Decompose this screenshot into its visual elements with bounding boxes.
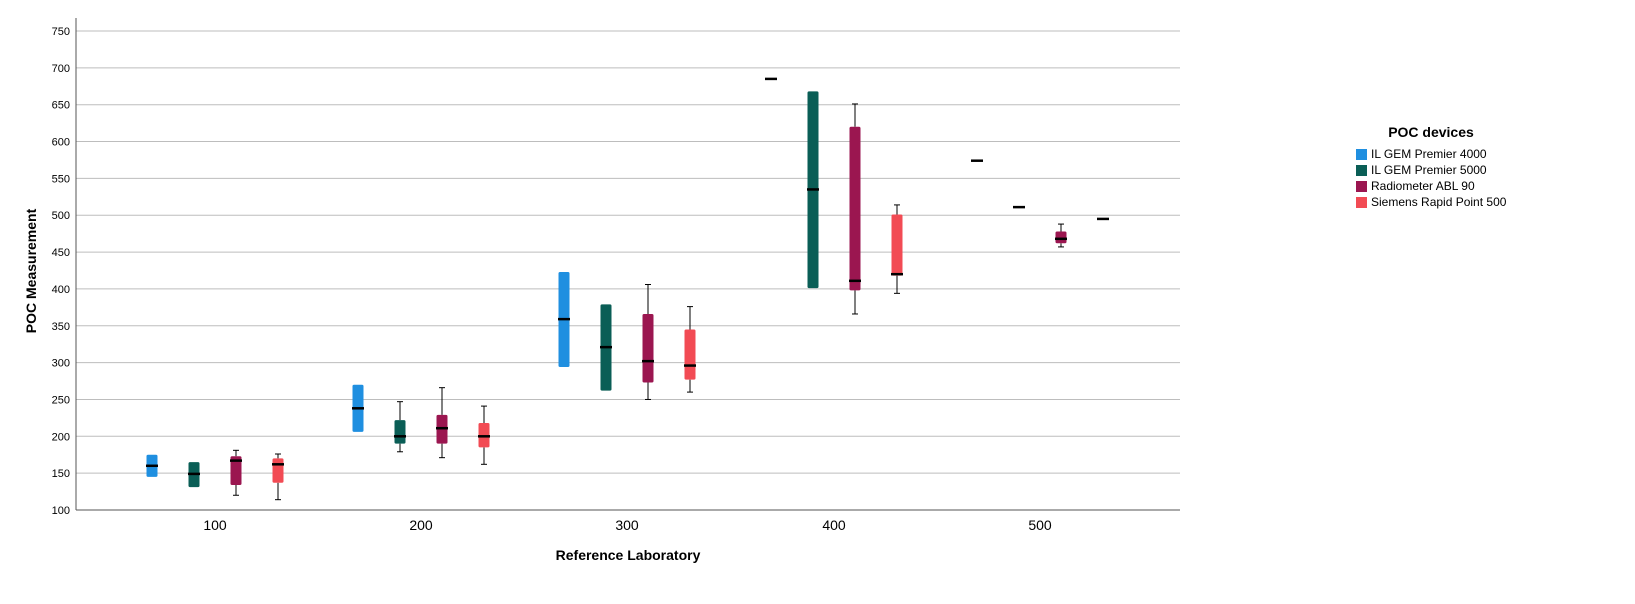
box-rect — [849, 126, 861, 291]
box-rect — [1055, 231, 1067, 244]
y-axis-ticks: 100 150 200 250 300 350 400 450 500 550 600 650 700 7… — [52, 26, 70, 517]
y-tick-label: 450 — [52, 247, 70, 259]
y-tick-label: 200 — [52, 431, 70, 443]
box — [352, 384, 364, 432]
box — [394, 401, 406, 453]
legend-item: IL GEM Premier 4000 — [1356, 146, 1506, 162]
box-rect — [230, 456, 242, 485]
box-rect — [642, 313, 654, 383]
legend-title: POC devices — [1388, 124, 1474, 140]
legend-swatch — [1356, 148, 1367, 160]
y-tick-label: 400 — [52, 284, 70, 296]
box-series — [146, 77, 1109, 501]
box — [684, 306, 696, 393]
box-rect — [272, 458, 284, 483]
y-tick-label: 700 — [52, 63, 70, 75]
legend: POC devices IL GEM Premier 4000 IL GEM P… — [1356, 124, 1506, 210]
box — [849, 103, 861, 315]
y-tick-label: 750 — [52, 26, 70, 38]
box — [600, 304, 612, 391]
x-tick-label: 500 — [1028, 517, 1052, 533]
y-tick-label: 600 — [52, 137, 70, 149]
box — [146, 454, 158, 477]
legend-swatch — [1356, 164, 1367, 176]
y-tick-label: 300 — [52, 358, 70, 370]
box — [891, 204, 903, 294]
x-tick-label: 100 — [203, 517, 227, 533]
y-tick-label: 500 — [52, 210, 70, 222]
legend-label: Siemens Rapid Point 500 — [1371, 195, 1507, 209]
box — [230, 449, 242, 496]
y-tick-label: 350 — [52, 321, 70, 333]
legend-label: IL GEM Premier 5000 — [1371, 163, 1487, 177]
y-tick-label: 100 — [52, 505, 70, 517]
x-tick-label: 400 — [822, 517, 846, 533]
y-tick-label: 150 — [52, 468, 70, 480]
box — [558, 271, 570, 368]
box — [188, 462, 200, 488]
box — [478, 405, 490, 465]
box — [436, 387, 448, 459]
box-rect — [684, 329, 696, 380]
x-axis-title: Reference Laboratory — [556, 547, 701, 563]
box — [272, 453, 284, 501]
box — [1055, 223, 1067, 248]
y-axis-title: POC Measurement — [23, 208, 39, 333]
legend-item: IL GEM Premier 5000 — [1356, 162, 1506, 178]
legend-label: IL GEM Premier 4000 — [1371, 147, 1487, 161]
y-tick-label: 550 — [52, 173, 70, 185]
legend-item: Radiometer ABL 90 — [1356, 178, 1506, 194]
box — [642, 284, 654, 400]
box-rect — [891, 214, 903, 276]
y-tick-label: 650 — [52, 100, 70, 112]
x-tick-label: 300 — [615, 517, 639, 533]
y-tick-label: 250 — [52, 394, 70, 406]
legend-label: Radiometer ABL 90 — [1371, 179, 1475, 193]
legend-swatch — [1356, 180, 1367, 192]
grid — [76, 30, 1180, 474]
legend-item: Siemens Rapid Point 500 — [1356, 194, 1506, 210]
box — [807, 91, 819, 289]
x-axis-ticks: 100 200 300 400 500 — [203, 517, 1052, 533]
x-tick-label: 200 — [409, 517, 433, 533]
box-rect — [394, 420, 406, 444]
legend-swatch — [1356, 196, 1367, 208]
